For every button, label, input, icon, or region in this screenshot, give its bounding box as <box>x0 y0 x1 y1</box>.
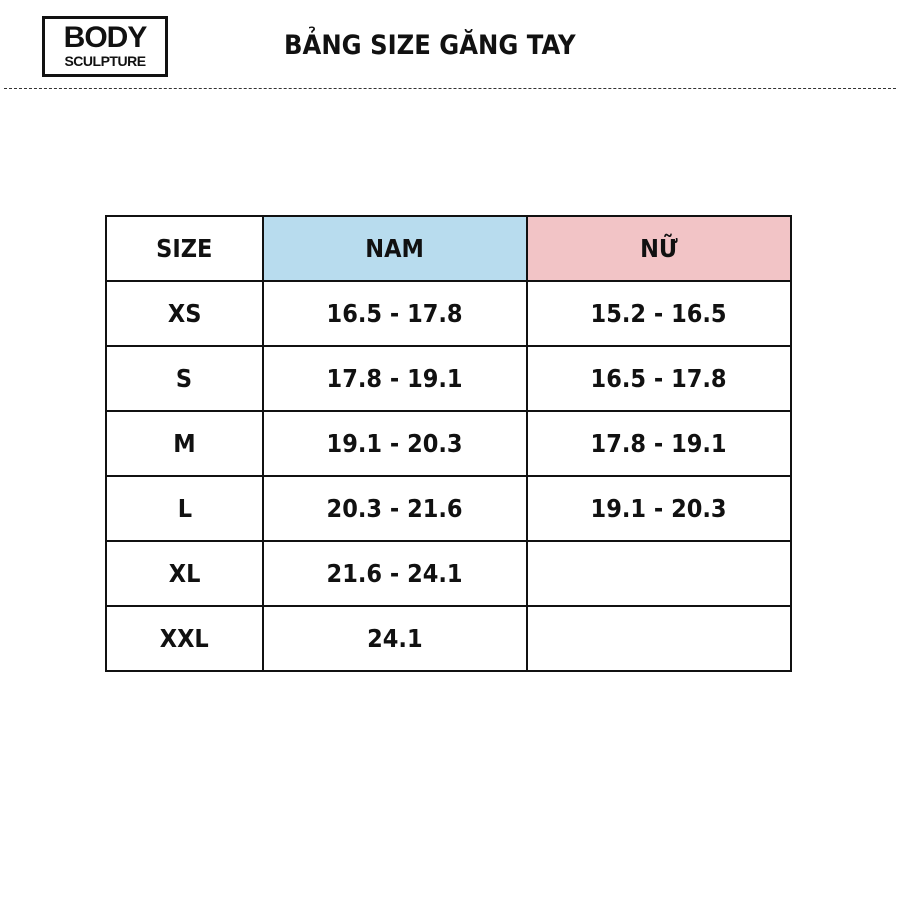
logo-line-2: SCULPTURE <box>64 53 146 69</box>
table-cell: 17.8 - 19.1 <box>526 410 792 477</box>
size-value: XS <box>167 299 202 328</box>
size-value: M <box>173 429 196 458</box>
table-cell: 19.1 - 20.3 <box>262 410 528 477</box>
table-cell <box>526 540 792 607</box>
dashed-divider <box>4 88 896 89</box>
table-cell: XXL <box>105 605 264 672</box>
table-cell <box>526 605 792 672</box>
nam-value: 24.1 <box>367 624 423 653</box>
table-cell: M <box>105 410 264 477</box>
nam-value: 16.5 - 17.8 <box>326 299 464 328</box>
nam-value: 21.6 - 24.1 <box>326 559 464 588</box>
size-value: XXL <box>159 624 210 653</box>
size-value: XL <box>168 559 201 588</box>
nam-value: 20.3 - 21.6 <box>326 494 464 523</box>
nu-value: 15.2 - 16.5 <box>590 299 728 328</box>
table-cell: 17.8 - 19.1 <box>262 345 528 412</box>
table-row: M 19.1 - 20.3 17.8 - 19.1 <box>105 410 792 477</box>
table-header-row: SIZE NAM NỮ <box>105 215 792 282</box>
table-cell: 20.3 - 21.6 <box>262 475 528 542</box>
header-nam: NAM <box>262 215 528 282</box>
header-nu: NỮ <box>526 215 792 282</box>
table-row: XS 16.5 - 17.8 15.2 - 16.5 <box>105 280 792 347</box>
size-value: L <box>177 494 192 523</box>
size-table: SIZE NAM NỮ XS 16.5 - 17.8 15.2 - 16.5 S 17.… <box>105 215 792 672</box>
header-nam-label: NAM <box>365 234 425 263</box>
nam-value: 17.8 - 19.1 <box>326 364 464 393</box>
size-value: S <box>176 364 193 393</box>
table-cell: 16.5 - 17.8 <box>526 345 792 412</box>
table-cell: 19.1 - 20.3 <box>526 475 792 542</box>
table-cell: 24.1 <box>262 605 528 672</box>
logo-line-1: BODY <box>63 21 148 54</box>
table-cell: 21.6 - 24.1 <box>262 540 528 607</box>
table-cell: XL <box>105 540 264 607</box>
table-cell: 16.5 - 17.8 <box>262 280 528 347</box>
nu-value: 16.5 - 17.8 <box>590 364 728 393</box>
body-sculpture-logo: BODY SCULPTURE <box>42 16 168 77</box>
table-row: L 20.3 - 21.6 19.1 - 20.3 <box>105 475 792 542</box>
table-cell: L <box>105 475 264 542</box>
header-size: SIZE <box>105 215 264 282</box>
nu-value: 19.1 - 20.3 <box>590 494 728 523</box>
table-row: XL 21.6 - 24.1 <box>105 540 792 607</box>
header-nu-label: NỮ <box>640 234 678 263</box>
table-row: S 17.8 - 19.1 16.5 - 17.8 <box>105 345 792 412</box>
header-size-label: SIZE <box>156 234 213 263</box>
nu-value: 17.8 - 19.1 <box>590 429 728 458</box>
table-row: XXL 24.1 <box>105 605 792 672</box>
nam-value: 19.1 - 20.3 <box>326 429 464 458</box>
page-title: BẢNG SIZE GĂNG TAY <box>284 30 576 61</box>
table-cell: 15.2 - 16.5 <box>526 280 792 347</box>
table-cell: S <box>105 345 264 412</box>
table-cell: XS <box>105 280 264 347</box>
